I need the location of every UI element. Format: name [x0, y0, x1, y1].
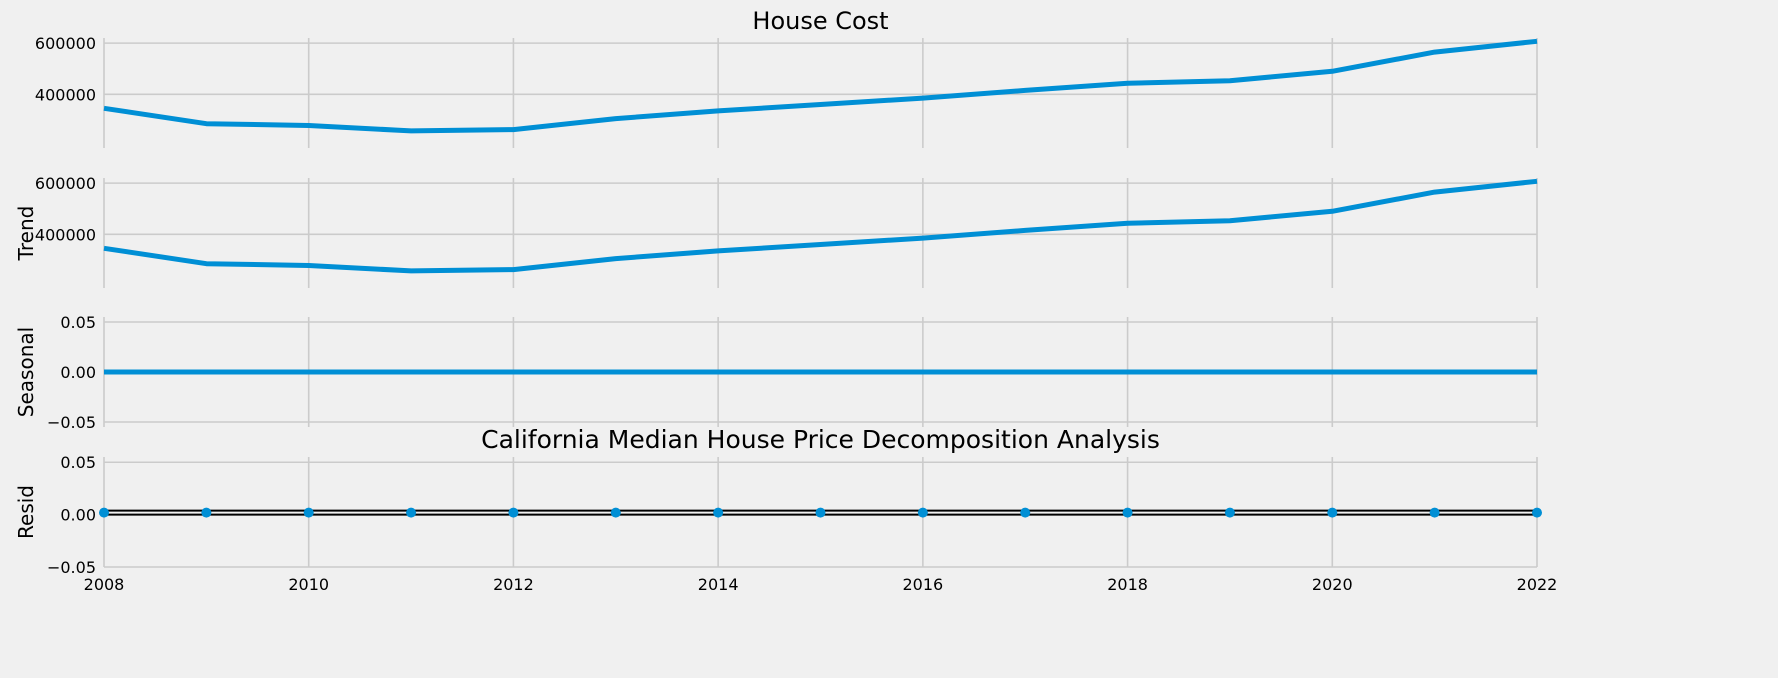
- resid-point: [99, 507, 109, 518]
- resid-point: [1532, 507, 1542, 518]
- series-line: [103, 178, 1538, 274]
- x-tick-label: 2016: [902, 575, 943, 594]
- x-tick-label: 2012: [493, 575, 534, 594]
- panel-3: −0.05 0.00 0.05 Seasonal: [14, 313, 1538, 432]
- resid-point: [1122, 507, 1133, 518]
- x-tick-label: 2014: [698, 575, 739, 594]
- resid-point: [303, 507, 314, 518]
- panel-1: 400000 600000 House Cost: [35, 7, 1538, 148]
- resid-point: [713, 507, 724, 518]
- x-tick-label: 2018: [1107, 575, 1148, 594]
- resid-point: [917, 507, 928, 518]
- panel-2: 400000 600000 Trend: [14, 174, 1538, 288]
- x-tick-label: 2020: [1312, 575, 1353, 594]
- y-axis-label: Seasonal: [14, 327, 38, 417]
- resid-point: [201, 507, 212, 518]
- resid-point: [610, 507, 621, 518]
- resid-point: [1224, 507, 1235, 518]
- y-tick-label: 0.05: [60, 313, 96, 332]
- resid-point: [508, 507, 519, 518]
- series-line: [103, 38, 1538, 134]
- y-tick-label: 0.00: [60, 506, 96, 525]
- x-tick-label: 2010: [288, 575, 329, 594]
- resid-point: [1020, 507, 1031, 518]
- panel-title: House Cost: [752, 7, 888, 35]
- resid-point: [406, 507, 417, 518]
- y-tick-label: 600000: [35, 34, 96, 53]
- y-axis-label: Resid: [14, 485, 38, 539]
- x-tick-label: 2008: [84, 575, 125, 594]
- y-tick-label: 400000: [35, 85, 96, 104]
- resid-point: [1327, 507, 1338, 518]
- y-tick-label: −0.05: [47, 558, 96, 577]
- x-tick-label: 2022: [1517, 575, 1558, 594]
- panel-title: California Median House Price Decomposit…: [481, 425, 1160, 454]
- y-tick-label: 400000: [35, 225, 96, 244]
- resid-point: [1429, 507, 1440, 518]
- panel-4: −0.05 0.00 0.05 California Median House Pri…: [14, 425, 1542, 577]
- y-tick-label: 600000: [35, 174, 96, 193]
- y-tick-label: 0.05: [60, 453, 96, 472]
- y-tick-label: −0.05: [47, 413, 96, 432]
- y-tick-label: 0.00: [60, 363, 96, 382]
- y-axis-label: Trend: [14, 206, 38, 262]
- resid-point: [815, 507, 826, 518]
